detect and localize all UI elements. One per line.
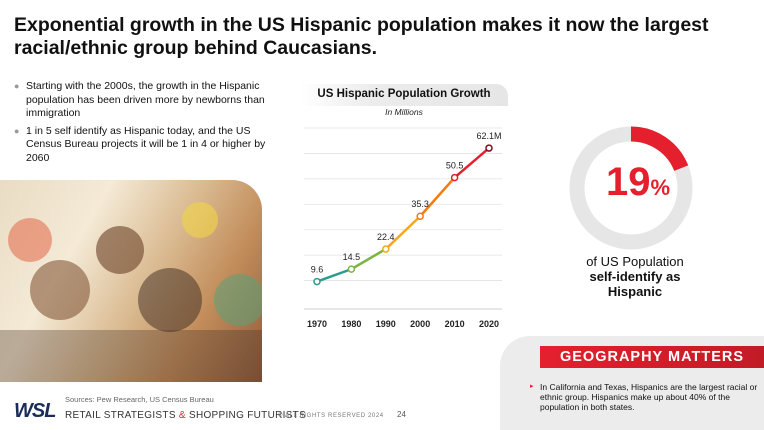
x-tick-label: 1990 — [376, 319, 396, 329]
celebration-photo — [0, 180, 262, 382]
stat-label: of US Population self-identify as Hispan… — [560, 254, 710, 299]
bullet-dot-icon: ● — [14, 81, 20, 91]
slide-title: Exponential growth in the US Hispanic po… — [14, 14, 709, 59]
data-label: 50.5 — [446, 161, 464, 171]
chart-x-labels: 1970 1980 1990 2000 2010 2020 — [307, 319, 499, 329]
line-segment — [453, 146, 491, 179]
page-number: 24 — [397, 410, 406, 419]
company-tagline: RETAIL STRATEGISTS & SHOPPING FUTURISTS — [65, 410, 306, 421]
x-tick-label: 2000 — [410, 319, 430, 329]
stat-label-line1: of US Population — [586, 254, 684, 269]
bullet-text: 1 in 5 self identify as Hispanic today, … — [26, 124, 266, 164]
chart-subtitle: In Millions — [385, 107, 423, 117]
data-point — [313, 277, 321, 286]
ring-fill — [630, 126, 689, 172]
line-segment — [315, 267, 353, 283]
chart-header-band — [300, 84, 508, 106]
arrow-right-icon: ▸ — [530, 383, 534, 390]
source-note: Sources: Pew Research, US Census Bureau — [65, 395, 214, 404]
line-segment — [350, 247, 388, 271]
bullet-text: Starting with the 2000s, the growth in t… — [26, 80, 265, 119]
data-label: 62.1M — [476, 131, 501, 141]
tagline-part2: SHOPPING FUTURISTS — [188, 410, 307, 421]
data-label: 22.4 — [377, 232, 395, 242]
chart-points — [313, 144, 493, 286]
stat-percentage: 19% — [583, 160, 693, 205]
data-point — [416, 212, 424, 220]
data-point — [347, 265, 356, 273]
x-tick-label: 1980 — [341, 319, 361, 329]
chart-grid — [304, 127, 502, 310]
bullet-list: ● Starting with the 2000s, the growth in … — [14, 80, 269, 169]
bullet-item: ● Starting with the 2000s, the growth in … — [14, 80, 269, 121]
bullet-dot-icon: ● — [14, 125, 20, 136]
stat-unit: % — [650, 175, 671, 200]
data-point — [382, 245, 390, 253]
stat-label-line2: self-identify as — [589, 269, 681, 284]
line-segment — [418, 176, 456, 218]
chart-title: US Hispanic Population Growth — [317, 88, 491, 100]
wsl-logo: WSL — [14, 400, 56, 422]
data-label: 9.6 — [311, 265, 324, 275]
chart-data-labels: 9.6 14.5 22.4 35.3 50.5 62.1M — [311, 131, 502, 274]
bullet-item: ● 1 in 5 self identify as Hispanic today,… — [14, 125, 269, 166]
line-segment — [384, 214, 422, 251]
data-label: 35.3 — [411, 199, 429, 209]
tagline-amp: & — [178, 410, 186, 421]
chart-line — [315, 146, 491, 283]
copyright: © ALL RIGHTS RESERVED 2024 — [278, 413, 384, 419]
tagline-part1: RETAIL STRATEGISTS — [65, 410, 176, 421]
data-point — [450, 173, 459, 182]
stat-value: 19 — [605, 160, 651, 204]
geography-banner: GEOGRAPHY MATTERS — [540, 346, 764, 368]
geography-text: In California and Texas, Hispanics are t… — [540, 382, 758, 412]
x-tick-label: 2010 — [445, 319, 465, 329]
data-point — [485, 144, 493, 152]
data-label: 14.5 — [343, 252, 361, 262]
x-tick-label: 1970 — [307, 319, 327, 329]
stat-label-line3: Hispanic — [607, 284, 663, 299]
x-tick-label: 2020 — [479, 319, 499, 329]
